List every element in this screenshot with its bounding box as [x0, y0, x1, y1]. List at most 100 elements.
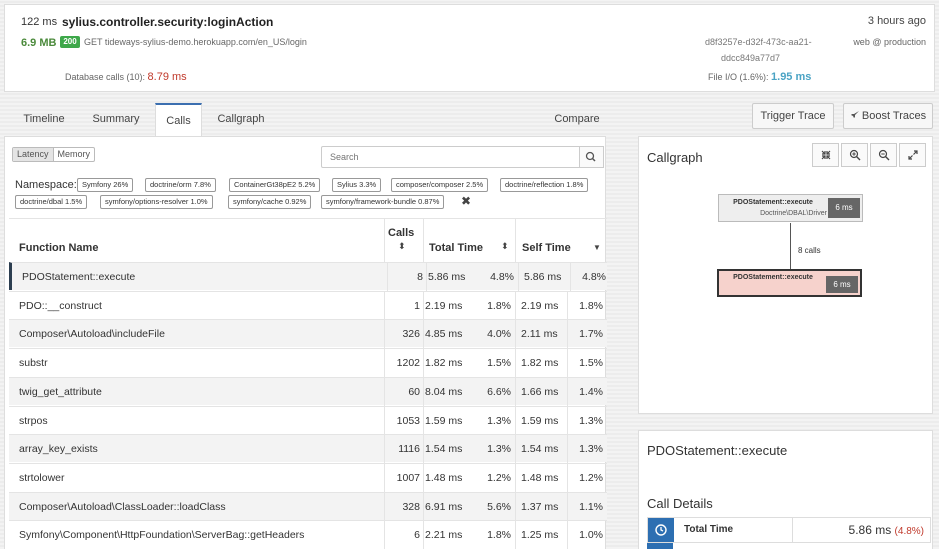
- zoom-in-button[interactable]: [841, 143, 868, 167]
- function-name-cell[interactable]: Composer\Autoload\ClassLoader::loadClass: [19, 500, 226, 513]
- zoom-in-icon: [849, 149, 860, 161]
- tab-compare[interactable]: Compare: [554, 113, 600, 125]
- trace-controller: sylius.controller.security:loginAction: [62, 15, 274, 29]
- callgraph-selected-node[interactable]: PDOStatement::execute 6 ms: [717, 269, 862, 297]
- total-percent-cell: 1.5%: [487, 357, 511, 370]
- total-time-cell: 1.59 ms: [425, 414, 463, 427]
- total-time-row: Total Time 5.86 ms (4.8%): [647, 517, 931, 543]
- self-percent-cell: 1.5%: [579, 357, 603, 370]
- total-percent-cell: 4.8%: [490, 271, 514, 283]
- namespace-chip[interactable]: composer/composer 2.5%: [391, 178, 489, 192]
- callgraph-edge: [790, 223, 791, 269]
- trace-duration: 122 ms: [21, 16, 58, 28]
- callgraph-parent-node[interactable]: PDOStatement::execute Doctrine\DBAL\Driv…: [718, 194, 863, 222]
- namespace-chip[interactable]: ContainerGt38pE2 5.2%: [229, 178, 321, 192]
- function-name-cell[interactable]: strpos: [19, 414, 48, 427]
- function-name-cell[interactable]: Symfony\Component\HttpFoundation\ServerB…: [19, 529, 305, 542]
- function-name-cell[interactable]: twig_get_attribute: [19, 385, 102, 398]
- database-calls: Database calls (10): 8.79 ms: [65, 71, 187, 83]
- function-name-cell[interactable]: array_key_exists: [19, 443, 98, 456]
- total-time-sort-icon[interactable]: ⬍: [501, 241, 509, 251]
- namespace-chip[interactable]: doctrine/dbal 1.5%: [15, 195, 88, 209]
- calls-cell: 326: [402, 328, 420, 341]
- tab-timeline[interactable]: Timeline: [23, 113, 65, 125]
- self-percent-cell: 1.2%: [579, 471, 603, 484]
- status-badge: 200: [60, 36, 80, 48]
- parent-node-time: 6 ms: [828, 198, 860, 218]
- calls-cell: 1116: [398, 443, 420, 456]
- column-self-time[interactable]: Self Time: [522, 242, 571, 254]
- expand-graph-button[interactable]: [899, 143, 926, 167]
- self-percent-cell: 1.4%: [579, 385, 603, 398]
- self-time-cell: 1.37 ms: [521, 500, 559, 513]
- call-details-panel: PDOStatement::execute Call Details Total…: [638, 430, 933, 549]
- table-row[interactable]: substr 1202 1.82 ms 1.5% 1.82 ms 1.5%: [9, 348, 607, 378]
- namespace-chip[interactable]: doctrine/orm 7.8%: [145, 178, 216, 192]
- table-row[interactable]: array_key_exists 1116 1.54 ms 1.3% 1.54 ms 1.…: [9, 434, 607, 464]
- self-time-cell: 1.66 ms: [521, 385, 559, 398]
- column-calls[interactable]: Calls: [388, 227, 415, 239]
- compress-icon: [821, 150, 830, 160]
- calls-cell: 6: [414, 529, 420, 542]
- function-name-cell[interactable]: PDOStatement::execute: [22, 271, 136, 283]
- total-time-cell: 2.19 ms: [425, 299, 463, 312]
- self-time-cell: 5.86 ms: [524, 271, 562, 283]
- total-time-cell: 5.86 ms: [428, 271, 466, 283]
- trigger-trace-label: Trigger Trace: [760, 110, 826, 122]
- total-time-cell: 4.85 ms: [425, 328, 463, 341]
- trigger-trace-button[interactable]: Trigger Trace: [752, 103, 834, 129]
- search-input[interactable]: [321, 146, 580, 168]
- column-total-time[interactable]: Total Time: [429, 242, 483, 254]
- file-io-value: 1.95 ms: [771, 71, 812, 83]
- self-time-cell: 1.48 ms: [521, 471, 559, 484]
- clear-namespaces-icon[interactable]: ✖: [461, 194, 472, 208]
- column-function-name[interactable]: Function Name: [19, 242, 99, 254]
- table-row[interactable]: strtolower 1007 1.48 ms 1.2% 1.48 ms 1.2%: [9, 462, 607, 492]
- namespace-chip[interactable]: Sylius 3.3%: [332, 178, 382, 192]
- file-io: File I/O (1.6%): 1.95 ms: [708, 71, 811, 83]
- table-row[interactable]: Composer\Autoload\ClassLoader::loadClass…: [9, 491, 607, 521]
- trace-memory: 6.9 MB: [21, 37, 57, 49]
- parent-node-name: PDOStatement::execute: [733, 199, 813, 206]
- function-name-cell[interactable]: Composer\Autoload\includeFile: [19, 328, 165, 341]
- namespace-chip[interactable]: doctrine/reflection 1.8%: [500, 178, 589, 192]
- function-name-cell[interactable]: substr: [19, 357, 48, 370]
- namespace-chip[interactable]: symfony/cache 0.92%: [228, 195, 312, 209]
- self-time-sort-icon[interactable]: ▼: [593, 243, 601, 252]
- tab-callgraph[interactable]: Callgraph: [217, 113, 265, 125]
- details-function-title: PDOStatement::execute: [647, 443, 788, 458]
- self-percent-cell: 1.1%: [579, 500, 603, 513]
- boost-traces-button[interactable]: Boost Traces: [843, 103, 933, 129]
- child-node-name: PDOStatement::execute: [733, 274, 813, 281]
- function-name-cell[interactable]: strtolower: [19, 471, 65, 484]
- zoom-out-button[interactable]: [870, 143, 897, 167]
- latency-toggle[interactable]: Latency: [13, 148, 53, 161]
- total-time-percent: (4.8%): [894, 526, 924, 537]
- tab-calls[interactable]: Calls: [155, 103, 202, 136]
- table-row[interactable]: PDO::__construct 1 2.19 ms 1.8% 2.19 ms 1.8%: [9, 290, 607, 320]
- calls-cell: 1007: [396, 471, 420, 484]
- call-details-heading: Call Details: [647, 496, 713, 511]
- function-name-cell[interactable]: PDO::__construct: [19, 299, 102, 312]
- memory-toggle[interactable]: Memory: [52, 148, 95, 161]
- fit-graph-button[interactable]: [812, 143, 839, 167]
- namespace-chip[interactable]: symfony/options-resolver 1.0%: [100, 195, 213, 209]
- table-row[interactable]: strpos 1053 1.59 ms 1.3% 1.59 ms 1.3%: [9, 405, 607, 435]
- search-button[interactable]: [580, 146, 604, 168]
- self-time-cell: 1.82 ms: [521, 357, 559, 370]
- calls-sort-icon[interactable]: ⬍: [398, 241, 406, 251]
- namespace-chip[interactable]: Symfony 26%: [77, 178, 134, 192]
- namespace-chip[interactable]: symfony/framework-bundle 0.87%: [321, 195, 445, 209]
- zoom-out-icon: [878, 149, 889, 161]
- table-row[interactable]: Symfony\Component\HttpFoundation\ServerB…: [9, 520, 607, 549]
- table-row[interactable]: PDOStatement::execute 8 5.86 ms 4.8% 5.86 ms…: [9, 262, 607, 291]
- table-row[interactable]: twig_get_attribute 60 8.04 ms 6.6% 1.66 ms 1.…: [9, 376, 607, 406]
- tab-summary[interactable]: Summary: [92, 113, 140, 125]
- self-time-cell: 2.11 ms: [521, 328, 558, 341]
- self-percent-cell: 1.7%: [579, 328, 603, 341]
- total-time-cell: 1.82 ms: [425, 357, 463, 370]
- callgraph-panel: Callgraph PDOStatement::execute Doctrine…: [638, 136, 933, 414]
- table-row[interactable]: Composer\Autoload\includeFile 326 4.85 ms 4…: [9, 319, 607, 349]
- total-time-label: Total Time: [684, 524, 734, 535]
- callgraph-title: Callgraph: [647, 150, 703, 165]
